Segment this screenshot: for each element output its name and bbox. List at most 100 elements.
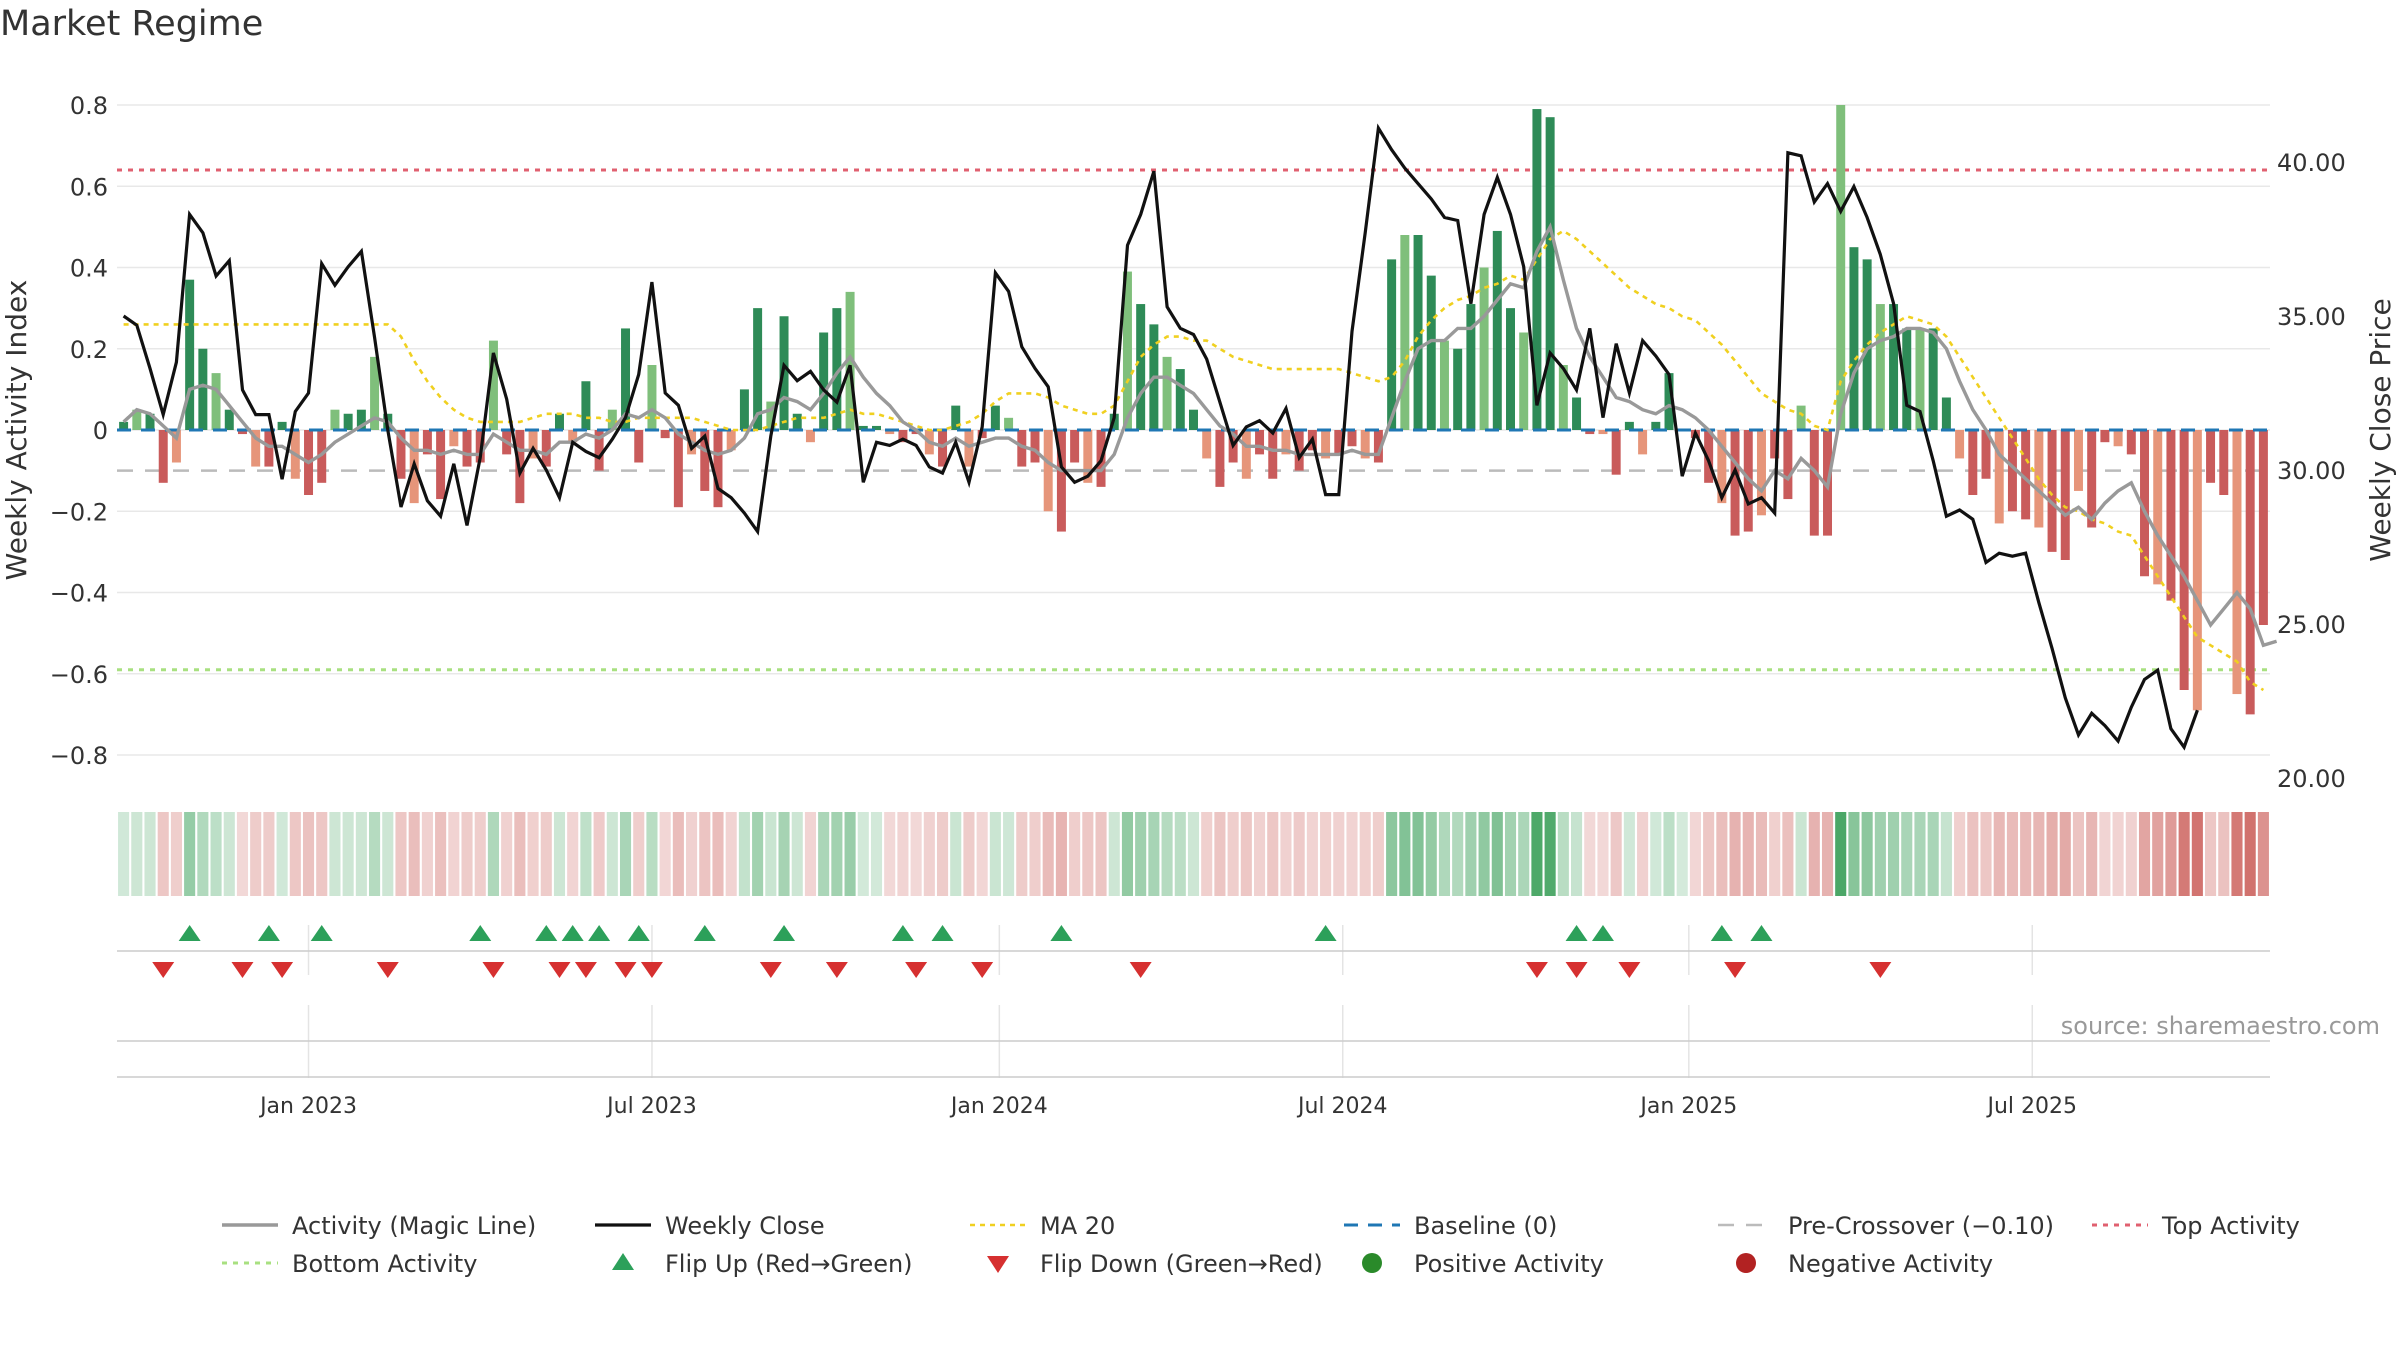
- activity-bar: [951, 405, 961, 430]
- regime-strip-cell: [884, 812, 896, 896]
- regime-strip-cell: [1716, 812, 1728, 896]
- flip-up-marker: [1314, 925, 1337, 941]
- legend-item: Weekly Close: [595, 1212, 825, 1240]
- activity-bar: [647, 365, 657, 430]
- activity-bar: [343, 413, 353, 430]
- y-left-tick-label: 0.8: [70, 92, 108, 120]
- regime-strip-cell: [2138, 812, 2151, 896]
- regime-strip-cell: [1465, 812, 1477, 896]
- regime-strip-cell: [1914, 812, 1926, 896]
- activity-bar: [964, 430, 974, 467]
- flip-up-marker: [257, 925, 280, 941]
- regime-strip-cell: [118, 812, 130, 896]
- activity-bar: [462, 430, 472, 467]
- activity-bar: [1162, 356, 1172, 430]
- regime-strip-cell: [157, 812, 169, 896]
- activity-bar: [2126, 430, 2136, 455]
- regime-strip-cell: [923, 812, 935, 896]
- flip-down-marker: [971, 962, 994, 978]
- activity-bar: [2192, 430, 2202, 711]
- y-left-tick-label: −0.6: [50, 661, 108, 689]
- activity-bar: [1268, 430, 1278, 479]
- regime-strip-cell: [1663, 812, 1675, 896]
- flip-up-marker: [469, 925, 492, 941]
- regime-strip-cell: [276, 812, 288, 896]
- flip-up-marker: [1050, 925, 1073, 941]
- activity-bar: [2007, 430, 2017, 512]
- regime-strip-cell: [1980, 812, 1992, 896]
- regime-strip-cell: [1055, 812, 1067, 896]
- regime-strip-cell: [1161, 812, 1173, 896]
- regime-strip-cell: [672, 812, 684, 896]
- activity-bar: [1479, 267, 1489, 430]
- activity-bar: [2219, 430, 2229, 495]
- activity-bar: [2087, 430, 2097, 528]
- activity-bar: [2258, 430, 2268, 625]
- activity-bar: [158, 430, 168, 483]
- regime-strip-cell: [686, 812, 698, 896]
- regime-strip-cell: [936, 812, 949, 896]
- legend-swatch: [612, 1253, 634, 1270]
- y-right-tick-label: 40.00: [2277, 149, 2346, 177]
- regime-strip-cell: [804, 812, 816, 896]
- regime-strip-cell: [1821, 812, 1834, 896]
- activity-bar: [1585, 430, 1595, 435]
- activity-bar: [224, 409, 234, 430]
- activity-bar: [1928, 328, 1938, 430]
- legend-label: MA 20: [1040, 1212, 1115, 1240]
- y-left-tick-label: 0.4: [70, 255, 108, 283]
- regime-strip-cell: [236, 812, 249, 896]
- activity-bar: [1189, 409, 1198, 430]
- regime-strip-cell: [1174, 812, 1186, 896]
- regime-strip-cell: [501, 812, 513, 896]
- activity-bar: [819, 332, 829, 430]
- activity-bar: [436, 430, 446, 500]
- regime-strip-cell: [263, 812, 275, 896]
- activity-bar: [872, 425, 881, 430]
- activity-bar: [1056, 430, 1066, 532]
- activity-bar: [660, 430, 670, 439]
- activity-bar: [1875, 304, 1885, 430]
- x-tick-label: Jan 2025: [1638, 1094, 1737, 1119]
- y-left-tick-label: −0.2: [50, 498, 108, 526]
- regime-strip-cell: [989, 812, 1001, 896]
- regime-strip-cell: [1253, 812, 1266, 896]
- activity-bar: [1373, 430, 1383, 463]
- legend-item: Negative Activity: [1736, 1250, 1993, 1278]
- flip-down-marker: [905, 962, 928, 978]
- regime-strip-cell: [395, 812, 407, 896]
- activity-bar: [700, 430, 710, 491]
- activity-bar: [2060, 430, 2070, 560]
- regime-strip-cell: [1782, 812, 1794, 896]
- regime-strip-cell: [1280, 812, 1292, 896]
- activity-bar: [713, 430, 723, 508]
- activity-bar: [1638, 430, 1648, 455]
- flip-down-marker: [640, 962, 663, 978]
- activity-bar: [845, 291, 855, 430]
- flip-down-marker: [1618, 962, 1641, 978]
- regime-strip-cell: [1623, 812, 1635, 896]
- regime-strip-cell: [1148, 812, 1160, 896]
- activity-bar: [1611, 430, 1621, 475]
- regime-strip-cell: [1452, 812, 1464, 896]
- activity-bar: [2179, 430, 2189, 690]
- activity-bar: [1017, 430, 1027, 467]
- regime-strip-cell: [1267, 812, 1279, 896]
- activity-bar: [1624, 421, 1634, 430]
- regime-strip-cell: [897, 812, 909, 896]
- regime-strip-cell: [1478, 812, 1490, 896]
- regime-strip-cell: [1848, 812, 1860, 896]
- regime-strip-cell: [1135, 812, 1147, 896]
- activity-bar: [1030, 430, 1040, 463]
- legend-label: Bottom Activity: [292, 1250, 477, 1278]
- activity-bar: [554, 413, 564, 430]
- regime-strip-cell: [2099, 812, 2111, 896]
- regime-strip-cell: [131, 812, 143, 896]
- regime-strip-cell: [857, 812, 869, 896]
- regime-strip-cell: [2059, 812, 2071, 896]
- flip-up-marker: [1710, 925, 1733, 941]
- activity-bar: [832, 308, 842, 430]
- activity-bar: [1915, 328, 1925, 430]
- flip-down-marker: [271, 962, 294, 978]
